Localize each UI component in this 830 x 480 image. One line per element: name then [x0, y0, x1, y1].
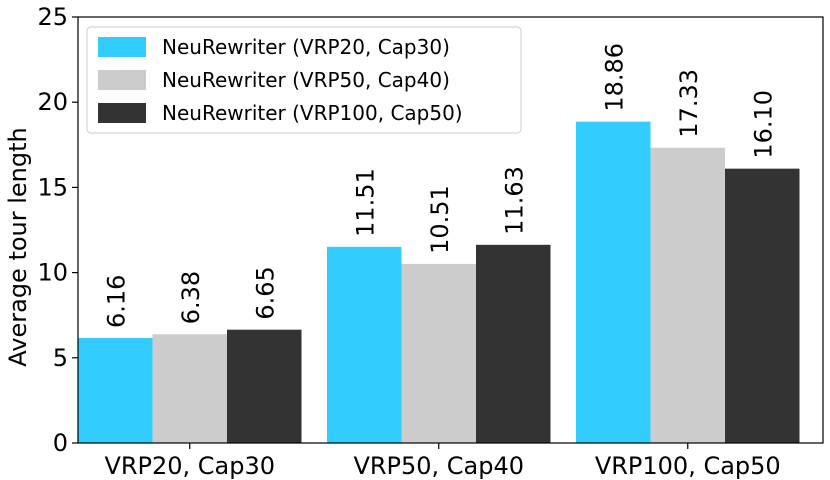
y-tick-label: 5	[53, 344, 68, 372]
legend-entry-label: NeuRewriter (VRP100, Cap50)	[162, 101, 463, 125]
legend-entry-label: NeuRewriter (VRP50, Cap40)	[162, 68, 450, 92]
data-label: 6.38	[177, 271, 205, 324]
legend-swatch	[98, 37, 146, 57]
bar-2-3	[650, 147, 725, 444]
x-tick-label: VRP50, Cap40	[353, 452, 524, 480]
data-label: 10.51	[426, 185, 454, 254]
bar-2-1	[152, 334, 227, 443]
plot-area: 6.16 11.51 18.86 6.38 10.51 17.33 6.65 11.63 16.…	[37, 3, 824, 480]
bar-1-3	[576, 121, 651, 443]
plot-frame	[77, 16, 824, 444]
data-label: 11.63	[500, 166, 528, 235]
bar-1-1	[78, 338, 153, 443]
data-label: 11.51	[351, 168, 379, 237]
data-label: 18.86	[600, 43, 628, 112]
y-tick-label: 0	[53, 429, 68, 457]
bar-2-2	[401, 263, 476, 443]
y-axis-title: Average tour length	[4, 127, 32, 366]
x-tick-label: VRP20, Cap30	[104, 452, 275, 480]
y-tick-label: 20	[37, 88, 68, 116]
y-tick-label: 25	[37, 3, 68, 31]
data-label: 6.16	[102, 275, 130, 328]
data-label: 17.33	[675, 69, 703, 138]
bar-3-2	[476, 244, 551, 443]
x-tick-label: VRP100, Cap50	[595, 452, 781, 480]
legend-swatch	[98, 70, 146, 90]
legend-entry-label: NeuRewriter (VRP20, Cap30)	[162, 35, 450, 59]
y-tick-label: 10	[37, 259, 68, 287]
legend-box	[86, 26, 522, 134]
data-label: 16.10	[749, 90, 777, 159]
bar-3-3	[725, 168, 800, 443]
bar-3-1	[227, 329, 302, 443]
legend: NeuRewriter (VRP20, Cap30) NeuRewriter (V…	[86, 26, 522, 134]
data-label: 6.65	[251, 266, 279, 319]
bar-1-2	[327, 246, 402, 443]
y-tick-label: 15	[37, 173, 68, 201]
legend-swatch	[98, 103, 146, 123]
